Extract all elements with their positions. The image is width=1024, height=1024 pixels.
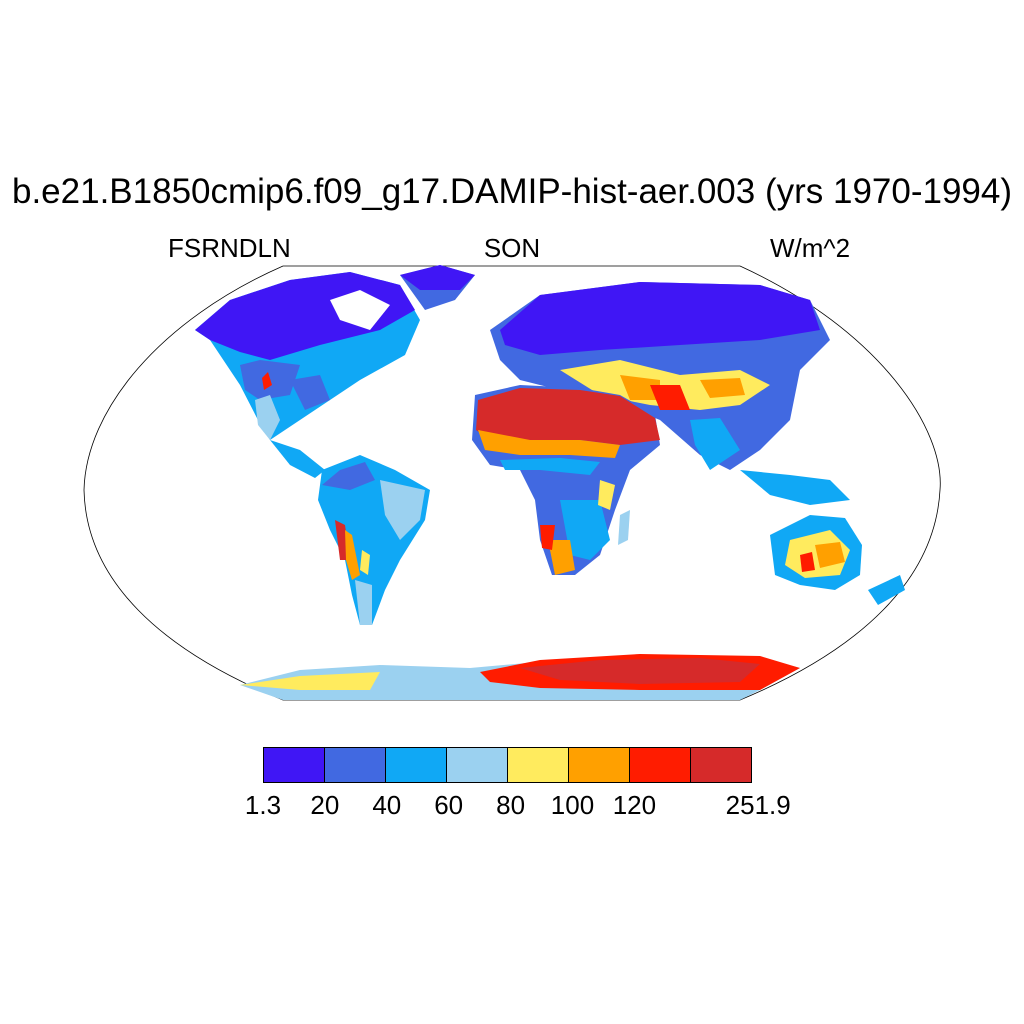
season-label: SON [483, 233, 541, 263]
units-label: W/m^2 [770, 233, 851, 263]
colorbar-swatch [690, 747, 752, 783]
colorbar-tick-label: 60 [434, 790, 464, 820]
colorbar-tick-label: 40 [372, 790, 402, 820]
australia [770, 515, 905, 605]
variable-label: FSRNDLN [168, 233, 291, 263]
colorbar-swatch [507, 747, 569, 783]
eurasia [490, 282, 850, 505]
colorbar-swatch [446, 747, 508, 783]
colorbar-tick-label: 100 [550, 790, 595, 820]
south-america [318, 455, 430, 625]
colorbar-tick-label: 251.9 [725, 790, 791, 820]
north-america [195, 265, 475, 478]
colorbar [263, 747, 752, 783]
colorbar-swatch [629, 747, 691, 783]
colorbar-swatch [385, 747, 447, 783]
colorbar-tick-label: 80 [496, 790, 526, 820]
colorbar-tick-label: 120 [612, 790, 657, 820]
colorbar-swatch [324, 747, 386, 783]
plot-title: b.e21.B1850cmip6.f09_g17.DAMIP-hist-aer.… [11, 172, 1013, 211]
colorbar-tick-label: 1.3 [244, 790, 282, 820]
antarctica [240, 654, 800, 700]
africa [472, 385, 660, 575]
colorbar-swatch [568, 747, 630, 783]
colorbar-swatch [263, 747, 325, 783]
colorbar-tick-label: 20 [310, 790, 340, 820]
